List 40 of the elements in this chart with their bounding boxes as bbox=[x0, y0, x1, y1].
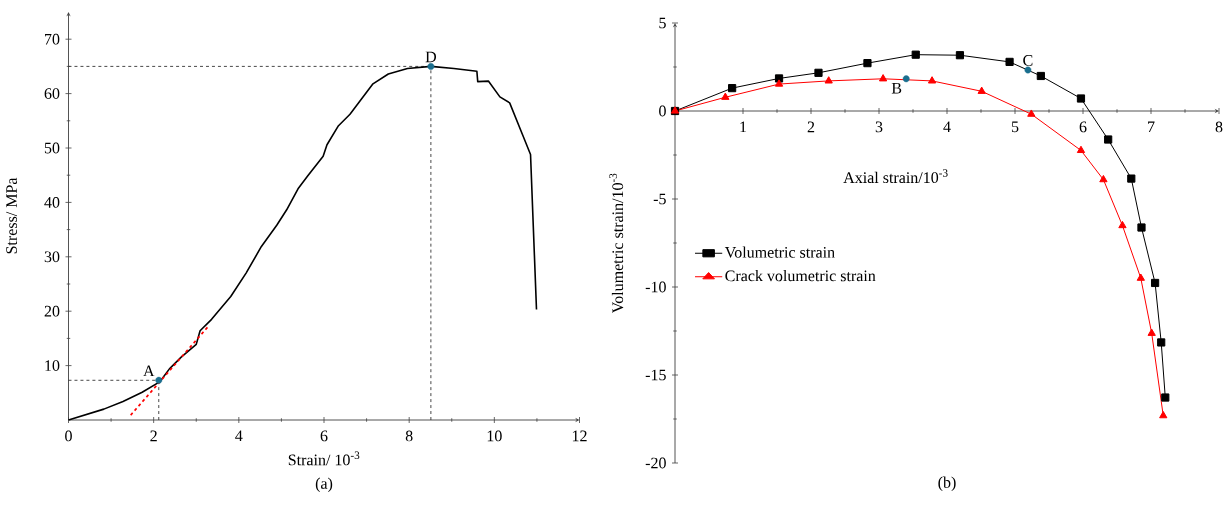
y-tick-label: 50 bbox=[44, 142, 60, 154]
y-tick-label: 30 bbox=[44, 251, 60, 263]
y-tick-label: 10 bbox=[45, 360, 60, 371]
y-tick-label: -15 bbox=[645, 369, 666, 381]
y-axis-title: Volumetric strain/10$^{-3}$ bbox=[609, 173, 624, 314]
annotation: B bbox=[891, 82, 902, 94]
x-tick-label: 8 bbox=[405, 430, 413, 442]
x-tick-label: 4 bbox=[235, 430, 243, 442]
x-axis-title: Strain/ 10$^{-3}$ bbox=[288, 451, 360, 466]
y-tick-label: 70 bbox=[45, 33, 60, 45]
x-tick-label: 7 bbox=[1148, 121, 1155, 133]
x-tick-label: 3 bbox=[875, 121, 883, 133]
x-tick-label: 4 bbox=[943, 121, 951, 133]
text: (a) bbox=[315, 477, 333, 493]
annotation: C bbox=[1023, 55, 1033, 66]
y-tick-label: 5 bbox=[659, 17, 666, 29]
x-tick-label: 1 bbox=[740, 121, 747, 133]
y-tick-label: 40 bbox=[44, 197, 60, 208]
y-tick-label: -10 bbox=[645, 281, 666, 293]
x-tick-label: 12 bbox=[572, 430, 587, 442]
x-tick-label: 6 bbox=[1079, 121, 1087, 133]
x-tick-label: 8 bbox=[1215, 121, 1223, 133]
x-tick-label: 6 bbox=[320, 430, 328, 442]
y-tick-label: 20 bbox=[44, 305, 60, 317]
legend-label: Volumetric strain bbox=[724, 246, 835, 258]
legend-label: Crack volumetric strain bbox=[725, 269, 876, 282]
y-tick-label: 60 bbox=[44, 88, 60, 99]
annotation: A bbox=[143, 365, 155, 377]
y-tick-label: -5 bbox=[653, 193, 666, 205]
x-tick-label: 2 bbox=[807, 121, 815, 133]
text: (b) bbox=[938, 476, 956, 492]
x-tick-label: 5 bbox=[1011, 121, 1019, 133]
x-tick-label: 2 bbox=[150, 430, 157, 442]
y-axis-title: Stress/ MPa bbox=[6, 177, 17, 254]
y-tick-label: -20 bbox=[645, 457, 666, 469]
y-tick-label: 0 bbox=[659, 105, 666, 117]
x-tick-label: 10 bbox=[487, 430, 502, 442]
annotation: D bbox=[425, 51, 437, 63]
x-axis-title: Axial strain/10$^{-3}$ bbox=[843, 169, 948, 184]
x-tick-label: 0 bbox=[65, 430, 72, 442]
